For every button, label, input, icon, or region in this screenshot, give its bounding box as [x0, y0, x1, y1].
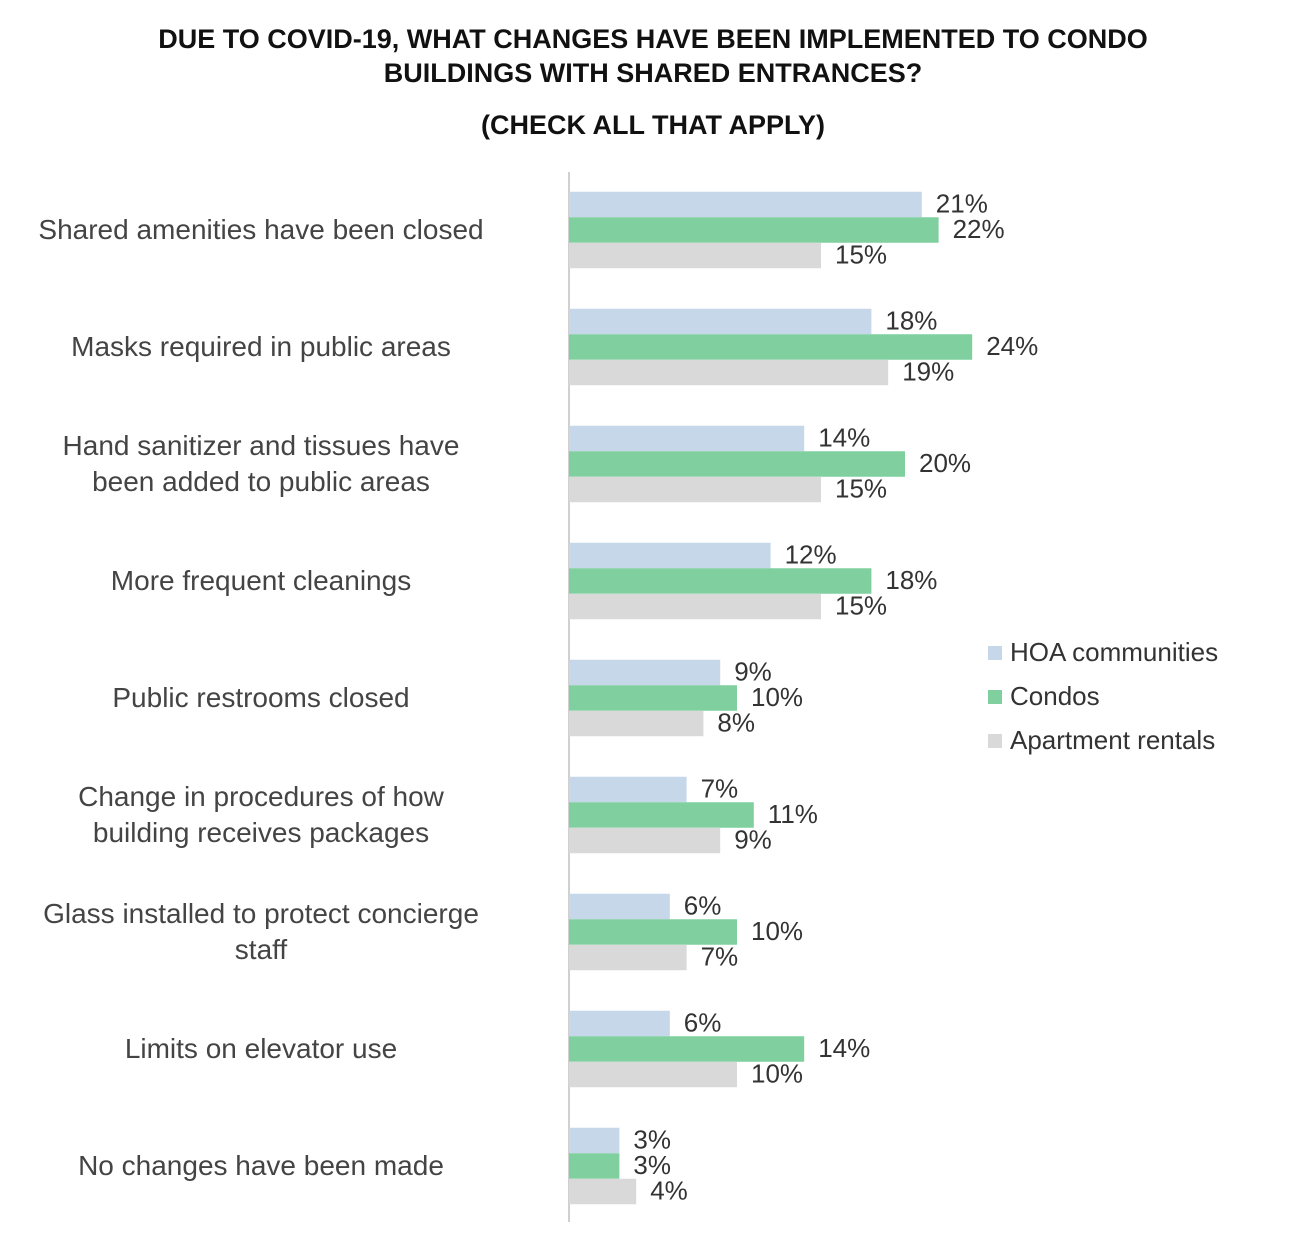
bar — [569, 1127, 620, 1154]
value-label: 8% — [717, 707, 755, 737]
value-label: 3% — [633, 1150, 671, 1180]
category-label: More frequent cleanings — [110, 565, 412, 596]
value-label: 22% — [953, 214, 1005, 244]
value-label: 4% — [650, 1175, 688, 1205]
value-label: 3% — [633, 1124, 671, 1154]
bar — [569, 191, 922, 218]
bar — [569, 944, 687, 971]
bar — [569, 802, 754, 828]
value-label: 9% — [734, 824, 772, 854]
bar — [569, 776, 687, 803]
bar — [569, 359, 889, 386]
value-label: 6% — [684, 890, 722, 920]
legend-label: Apartment rentals — [1010, 725, 1215, 755]
value-label: 10% — [751, 916, 803, 946]
bar — [569, 593, 821, 620]
value-label: 11% — [768, 799, 818, 829]
value-label: 14% — [818, 422, 870, 452]
value-label: 18% — [885, 565, 937, 595]
category-label: Limits on elevator use — [124, 1033, 398, 1064]
value-label: 9% — [734, 656, 772, 686]
value-label: 7% — [701, 941, 739, 971]
value-label: 10% — [751, 682, 803, 712]
category-label: Masks required in public areas — [71, 331, 451, 362]
legend-swatch — [988, 734, 1002, 748]
category-label: Shared amenities have been closed — [38, 214, 484, 245]
bar — [569, 685, 737, 711]
legend-swatch — [988, 690, 1002, 704]
bar — [569, 659, 721, 686]
chart-title: DUE TO COVID-19, WHAT CHANGES HAVE BEEN … — [158, 24, 1148, 88]
bar — [569, 308, 872, 335]
chart-subtitle: (CHECK ALL THAT APPLY) — [481, 110, 825, 140]
value-label: 6% — [684, 1007, 722, 1037]
bar — [569, 568, 872, 594]
value-label: 19% — [902, 356, 954, 386]
value-label: 18% — [885, 305, 937, 335]
value-label: 20% — [919, 448, 971, 478]
value-label: 14% — [818, 1033, 870, 1063]
legend-swatch — [988, 646, 1002, 660]
category-label: Change in procedures of how building rec… — [78, 781, 444, 848]
bar — [569, 334, 973, 360]
value-label: 24% — [986, 331, 1038, 361]
bar — [569, 1178, 637, 1205]
bar — [569, 893, 670, 920]
bar — [569, 710, 704, 737]
category-label: Glass installed to protect concierge sta… — [43, 898, 479, 965]
value-label: 15% — [835, 473, 887, 503]
bar — [569, 919, 737, 945]
bar — [569, 476, 821, 503]
value-label: 21% — [936, 188, 988, 218]
value-label: 10% — [751, 1058, 803, 1088]
value-label: 12% — [785, 539, 837, 569]
bar — [569, 1061, 737, 1088]
value-label: 15% — [835, 239, 887, 269]
value-label: 7% — [701, 773, 739, 803]
category-label: Hand sanitizer and tissues have been add… — [62, 430, 460, 497]
legend-label: Condos — [1010, 681, 1100, 711]
bar — [569, 217, 939, 243]
category-label: Public restrooms closed — [112, 682, 410, 713]
value-label: 15% — [835, 590, 887, 620]
bar — [569, 242, 821, 269]
bar — [569, 451, 905, 477]
category-label: No changes have been made — [78, 1150, 444, 1181]
bar — [569, 425, 805, 452]
bar — [569, 1036, 805, 1062]
bar — [569, 827, 721, 854]
bar — [569, 1010, 670, 1037]
legend-label: HOA communities — [1010, 637, 1218, 667]
bar — [569, 1153, 620, 1179]
bar — [569, 542, 771, 569]
